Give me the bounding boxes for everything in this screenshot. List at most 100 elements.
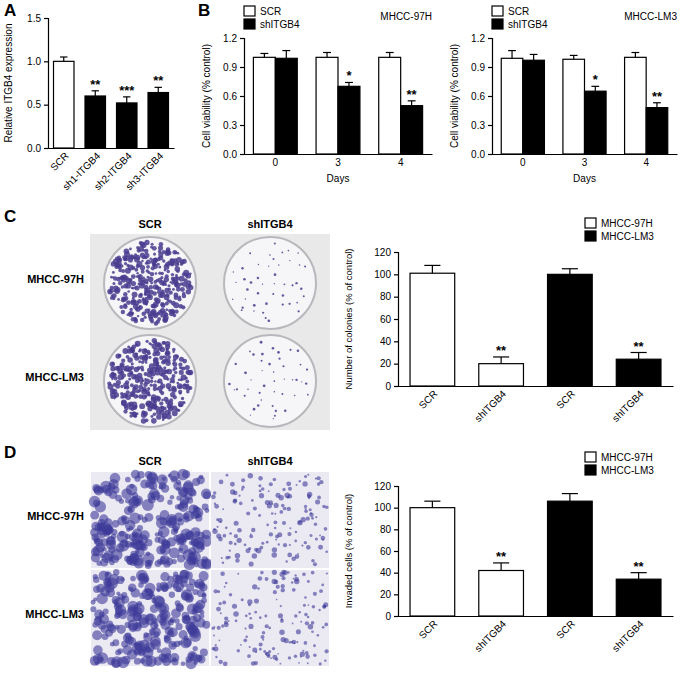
- y-tick: 0: [385, 611, 398, 622]
- cell-blob: [259, 642, 263, 646]
- cell-blob: [284, 638, 289, 643]
- legend-item: shITGB4: [492, 19, 548, 30]
- cell-blob: [261, 542, 264, 545]
- x-tick: shITGB4: [473, 618, 509, 654]
- colony: [159, 401, 163, 405]
- significance: **: [652, 89, 663, 104]
- cell-blob: [294, 540, 297, 543]
- cell-blob: [89, 496, 101, 508]
- error-cap: [570, 55, 578, 56]
- legend-swatch: [244, 6, 255, 16]
- x-tick-label: shITGB4: [610, 618, 646, 654]
- cell-blob: [272, 547, 277, 552]
- error-bar: [493, 357, 509, 364]
- y-tick-label: 0.0: [223, 149, 237, 160]
- colony: [121, 359, 125, 363]
- x-tick-label: SCR: [417, 388, 440, 411]
- column-label: SCR: [138, 455, 161, 467]
- plate: [224, 335, 316, 427]
- colony: [288, 250, 290, 252]
- cell-blob: [225, 527, 228, 530]
- colony: [165, 302, 169, 306]
- micrograph: [90, 332, 210, 430]
- colony: [177, 252, 180, 255]
- y-tick: 80: [380, 524, 398, 535]
- cell-blob: [239, 502, 243, 506]
- cell-blob: [310, 534, 313, 537]
- cell-blob: [309, 508, 312, 511]
- cell-blob: [186, 622, 198, 634]
- cell-blob: [259, 493, 264, 498]
- colony: [117, 374, 123, 380]
- cell-blob: [286, 481, 291, 486]
- error-line: [511, 51, 512, 59]
- error-line: [286, 51, 287, 59]
- legend-item: MHCC-97H: [585, 218, 653, 229]
- cell-blob: [296, 484, 298, 486]
- chart-title: MHCC-LM3: [624, 11, 677, 22]
- colony: [284, 378, 285, 379]
- colony: [172, 380, 175, 383]
- colony: [273, 380, 275, 382]
- x-tick-label: 0: [520, 157, 526, 168]
- significance: **: [634, 339, 645, 354]
- cell-blob: [167, 576, 174, 583]
- colony: [160, 383, 165, 388]
- colony: [250, 281, 253, 284]
- y-tick: 0.0: [27, 143, 48, 154]
- colony: [141, 260, 143, 262]
- cell-blob: [220, 572, 224, 576]
- colony: [156, 414, 161, 419]
- y-tick-label: 0.9: [471, 62, 485, 73]
- cell-blob: [235, 619, 238, 622]
- cell-blob: [283, 507, 287, 511]
- colony: [282, 303, 284, 305]
- micrograph: [90, 569, 211, 669]
- image-background: [91, 570, 209, 666]
- colony: [182, 359, 187, 364]
- cell-blob: [285, 560, 287, 562]
- colony: [181, 397, 184, 400]
- cell-blob: [103, 608, 109, 614]
- cell-blob: [149, 628, 156, 635]
- colony: [272, 258, 274, 260]
- y-axis: 020406080100120: [374, 481, 398, 622]
- cell-blob: [305, 654, 310, 659]
- colony: [284, 410, 287, 413]
- cell-blob: [272, 655, 277, 660]
- error-line: [638, 353, 639, 360]
- cell-blob: [141, 576, 149, 584]
- cell-blob: [276, 599, 278, 601]
- cell-blob: [271, 512, 274, 515]
- colony: [304, 266, 306, 268]
- cell-blob: [280, 605, 282, 607]
- cell-blob: [106, 621, 113, 628]
- legend-label: MHCC-LM3: [601, 465, 654, 476]
- column-label: shITGB4: [247, 218, 293, 230]
- cell-blob: [157, 474, 168, 485]
- cell-blob: [298, 611, 301, 614]
- cell-blob: [308, 624, 314, 630]
- cell-blob: [234, 521, 239, 526]
- cell-blob: [322, 626, 325, 629]
- cell-blob: [180, 637, 191, 648]
- cell-blob: [179, 547, 183, 551]
- cell-blob: [188, 488, 196, 496]
- cell-blob: [102, 485, 111, 494]
- y-tick-label: 120: [374, 481, 391, 492]
- cell-blob: [288, 487, 292, 491]
- y-axis-title: Relative ITGB4 expression: [3, 24, 14, 143]
- cell-blob: [279, 629, 284, 634]
- y-tick-label: 100: [374, 502, 391, 513]
- colony: [160, 276, 163, 279]
- cell-blob: [251, 499, 254, 502]
- legend-item: SCR: [244, 6, 281, 17]
- colony: [166, 247, 171, 252]
- colony: [179, 385, 182, 388]
- cell-blob: [321, 536, 326, 541]
- cell-blob: [313, 644, 316, 647]
- cell-blob: [258, 576, 263, 581]
- colony: [141, 270, 145, 274]
- cell-blob: [287, 553, 292, 558]
- bar: [585, 91, 607, 154]
